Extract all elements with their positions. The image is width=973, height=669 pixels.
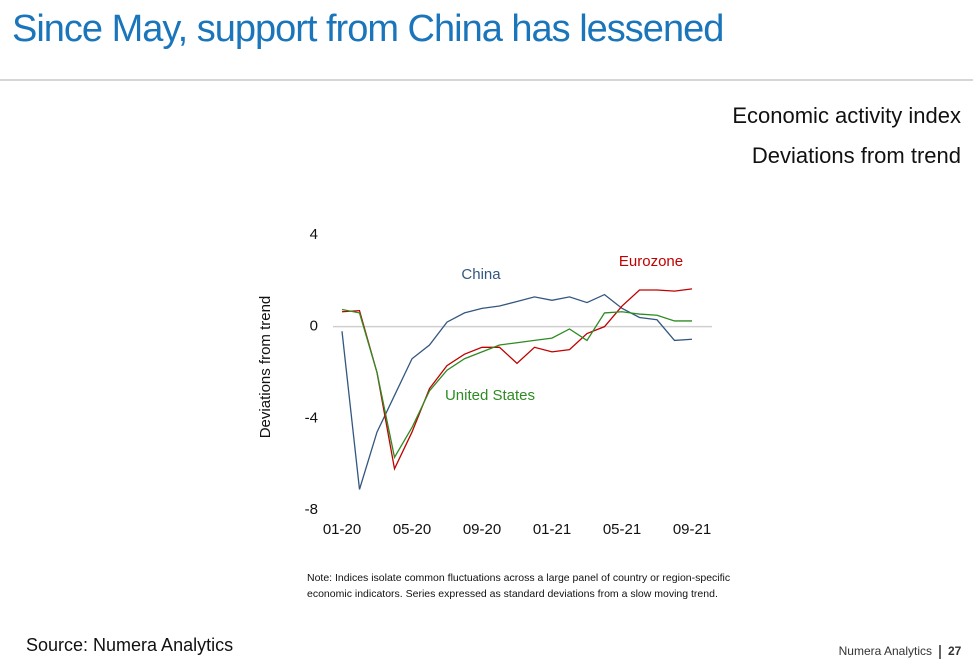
source: Source: Numera Analytics [26,635,233,655]
x-tick-label: 05-21 [603,521,641,538]
x-tick-label: 05-20 [393,521,431,538]
series-label: United States [445,387,535,404]
slide-title: Since May, support from China has lessen… [12,8,723,50]
y-tick-label: -4 [305,409,318,426]
chart-title: Economic activity index [732,103,961,128]
series-line [341,288,693,471]
series-line [341,308,692,460]
y-tick-label: -8 [305,501,318,518]
note: Note: Indices isolate common fluctuation… [307,572,730,584]
x-tick-label: 01-21 [533,521,571,538]
page-number: 27 [948,644,962,658]
footer-brand: Numera Analytics [839,644,932,658]
x-tick-label: 01-20 [323,521,361,538]
note: economic indicators. Series expressed as… [307,588,718,600]
series-line [341,293,693,490]
y-tick-label: 4 [310,226,318,243]
x-tick-label: 09-20 [463,521,501,538]
x-tick-label: 09-21 [673,521,711,538]
series-label: Eurozone [619,253,683,270]
y-tick-label: 0 [310,318,318,335]
chart-subtitle: Deviations from trend [752,143,961,168]
y-axis-label: Deviations from trend [257,296,274,439]
series-label: China [461,266,501,283]
